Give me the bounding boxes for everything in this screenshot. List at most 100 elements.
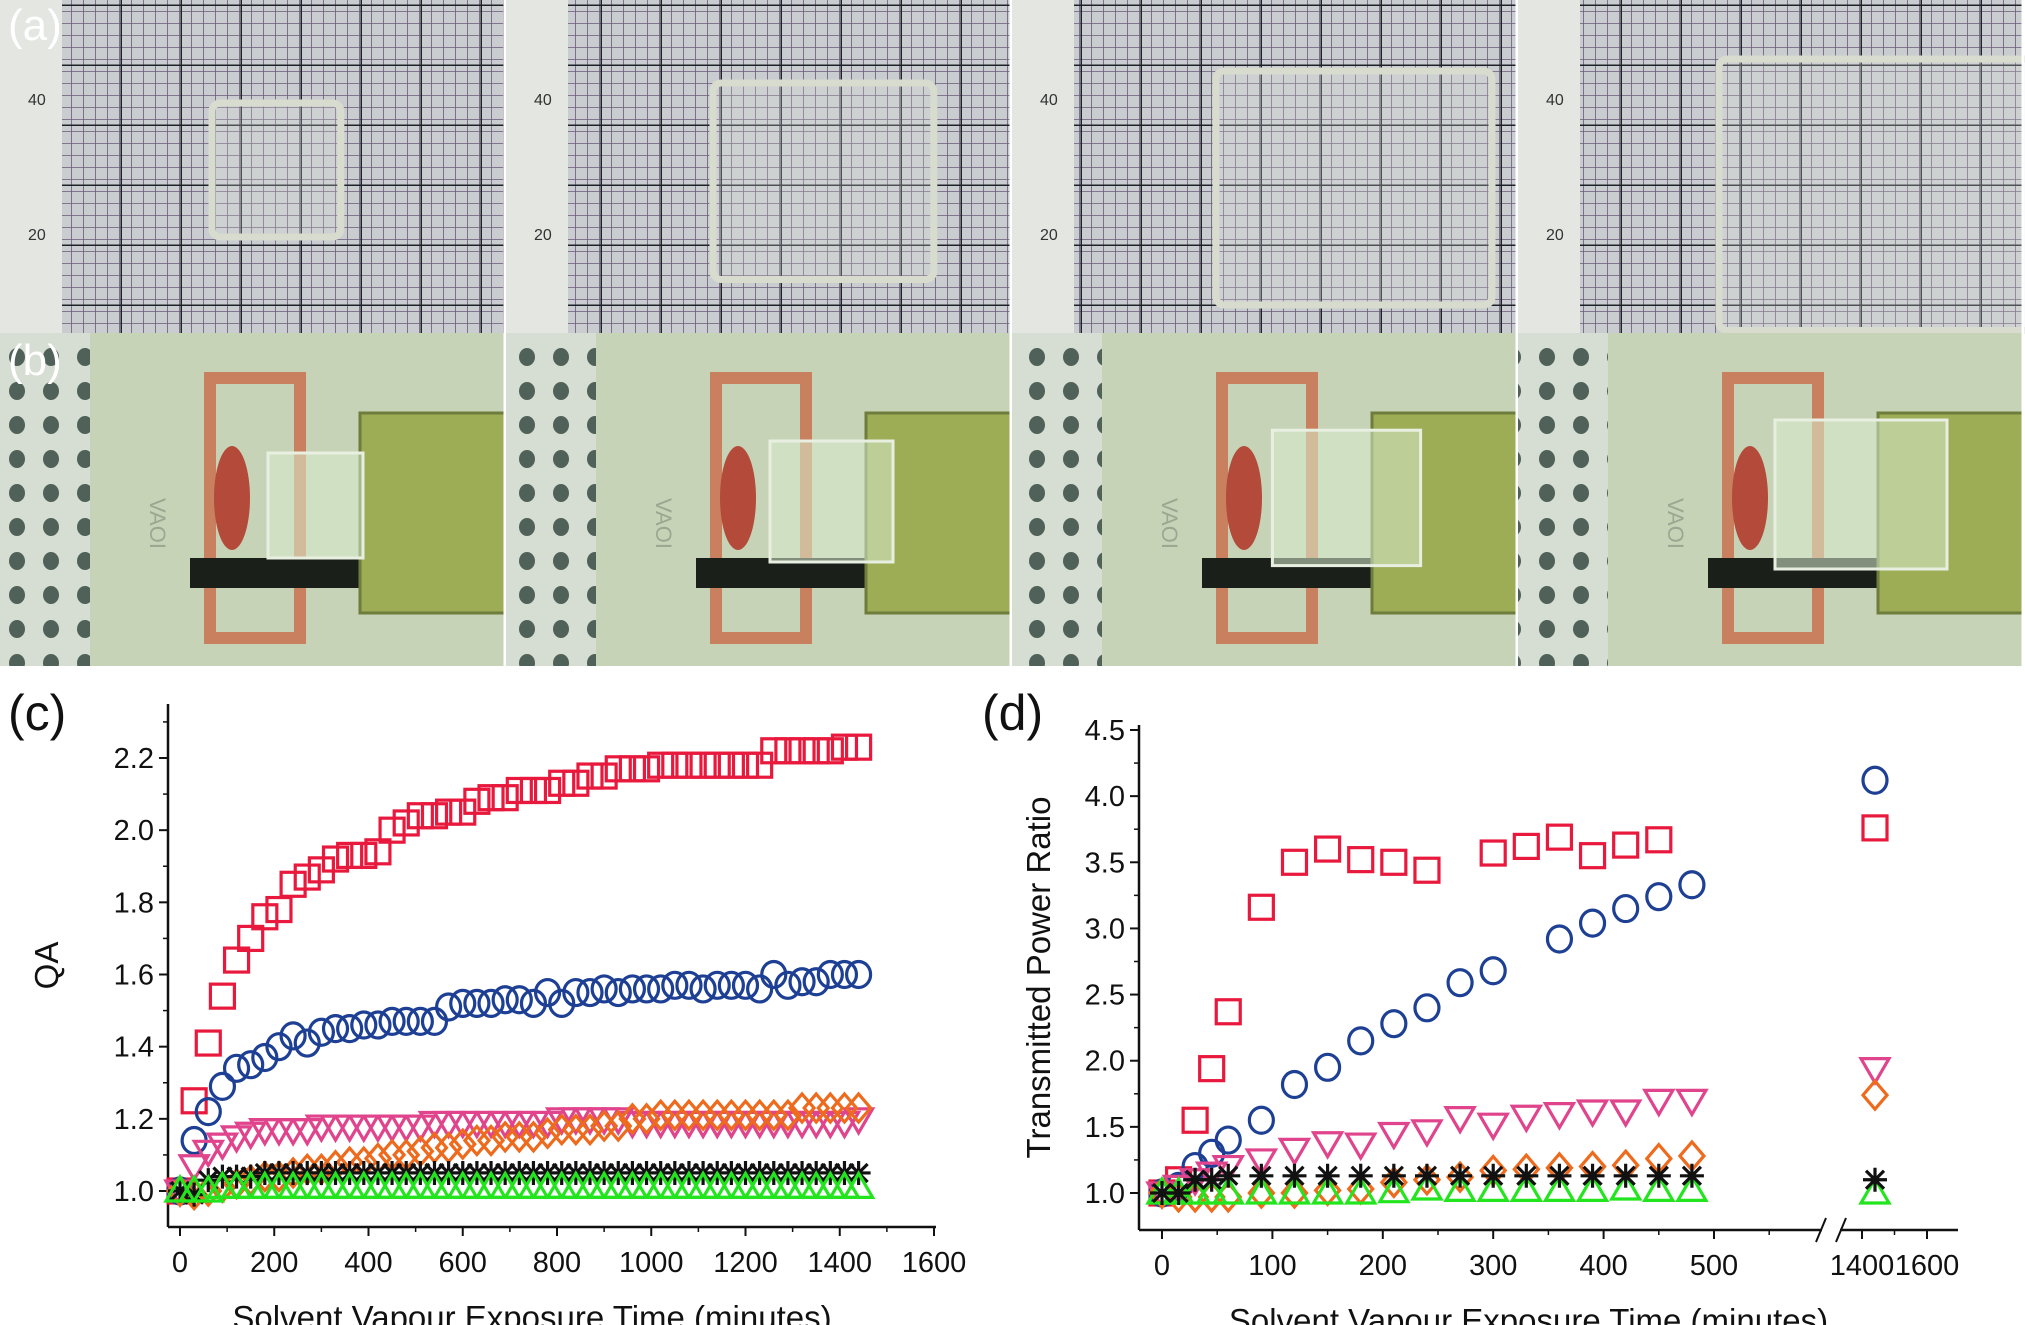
square-marker <box>293 863 321 891</box>
asterisk-marker <box>1315 1163 1340 1188</box>
circle-marker <box>1347 1026 1375 1056</box>
asterisk-marker <box>1679 1163 1704 1188</box>
grid-major <box>1012 0 1518 333</box>
y-tick-label: 4.0 <box>1085 781 1125 813</box>
circle-marker <box>1214 1125 1242 1155</box>
x-tick-label: 200 <box>250 1247 298 1279</box>
square-marker <box>1247 893 1275 921</box>
y-tick-label: 2.5 <box>1085 980 1125 1012</box>
square-marker <box>604 755 632 783</box>
circle-marker <box>774 970 802 1000</box>
board-text: VAOI <box>651 498 676 549</box>
circle-marker <box>632 974 661 1004</box>
asterisk-marker <box>1580 1163 1605 1188</box>
scale-label: 40 <box>1546 92 1564 109</box>
paper-margin <box>506 0 568 333</box>
square-marker <box>463 787 491 815</box>
scale-label: 20 <box>1546 227 1564 244</box>
triangle-up-marker <box>1443 1173 1477 1202</box>
asterisk-marker <box>182 1182 207 1207</box>
scale-label: 20 <box>28 227 46 244</box>
feed-line <box>190 558 360 588</box>
diamond-marker <box>575 1113 605 1147</box>
asterisk-marker <box>1381 1163 1406 1188</box>
square-marker <box>590 762 618 790</box>
circle-marker <box>746 974 774 1004</box>
triangle-down-marker <box>1509 1104 1544 1134</box>
triangle-up-marker <box>1509 1173 1544 1202</box>
asterisk-marker <box>1282 1163 1307 1188</box>
triangle-down-marker <box>262 1118 296 1147</box>
grid-major <box>0 0 506 333</box>
circle-marker <box>307 1017 335 1047</box>
diamond-marker <box>533 1116 562 1150</box>
circle-marker <box>420 1006 449 1037</box>
triangle-up-marker <box>1675 1173 1709 1202</box>
circle-marker <box>717 970 745 1000</box>
chart-d: 0 100 200 300 400 500 1400 1600 1.0 1.5 2.0 2.5 3.0 3… <box>1020 715 1959 1325</box>
asterisk-marker <box>210 1164 235 1189</box>
photo-a-1: 40 20 <box>0 0 507 333</box>
circle-marker <box>675 970 703 1000</box>
asterisk-marker <box>1183 1167 1208 1192</box>
x-tick-label: 1600 <box>1895 1250 1960 1282</box>
triangle-down-marker <box>389 1114 423 1144</box>
square-marker <box>505 776 533 805</box>
panel-label-b: (b) <box>8 336 62 385</box>
connector <box>1226 446 1262 550</box>
circle-marker <box>350 1010 378 1040</box>
triangle-down-marker <box>1443 1105 1477 1135</box>
triangle-down-marker <box>827 1110 862 1140</box>
triangle-up-marker <box>1244 1175 1279 1205</box>
circle-marker <box>661 970 689 1000</box>
triangle-up-marker <box>1642 1173 1676 1202</box>
triangle-up-marker <box>1858 1175 1892 1205</box>
y-tick-label: 2.2 <box>114 743 154 775</box>
triangle-up-marker <box>1575 1173 1610 1202</box>
triangle-up-marker <box>1178 1175 1212 1205</box>
hydrogel-film <box>266 451 365 560</box>
diamond-marker <box>1147 1176 1177 1210</box>
diamond-marker <box>632 1102 661 1136</box>
diamond-marker <box>1379 1165 1408 1199</box>
axis-break-mark <box>1815 1217 1847 1243</box>
square-marker <box>364 838 392 866</box>
x-tick-label: 1400 <box>807 1247 872 1279</box>
diamond-marker <box>448 1127 477 1161</box>
square-marker <box>336 841 364 870</box>
square-marker <box>180 1087 208 1115</box>
diamond-marker <box>519 1120 548 1154</box>
triangle-up-marker <box>841 1170 876 1199</box>
circle-marker <box>647 974 675 1004</box>
circle-marker <box>279 1021 307 1051</box>
circle-marker <box>533 977 562 1008</box>
panel-label-a: (a) <box>8 1 62 50</box>
square-marker <box>533 776 562 805</box>
square-marker <box>675 751 703 779</box>
square-marker <box>279 870 307 898</box>
triangle-up-marker <box>1343 1175 1378 1205</box>
circle-marker <box>830 959 859 990</box>
square-marker <box>802 737 830 765</box>
y-tick-label: 1.0 <box>114 1176 154 1208</box>
circle-marker <box>222 1053 251 1083</box>
square-marker <box>1280 848 1309 876</box>
circle-marker <box>1280 1069 1309 1100</box>
triangle-down-marker <box>1310 1131 1345 1160</box>
triangle-up-marker <box>1476 1173 1510 1202</box>
hydrogel-film <box>1773 418 1949 571</box>
triangle-down-marker <box>332 1114 367 1144</box>
asterisk-marker <box>1646 1163 1671 1188</box>
triangle-down-marker <box>191 1139 226 1169</box>
y-tick-label: 1.4 <box>114 1032 154 1064</box>
square-marker <box>208 982 237 1010</box>
circle-marker <box>321 1014 350 1044</box>
diamond-marker <box>1860 1078 1890 1112</box>
square-marker <box>265 895 293 924</box>
connector <box>214 446 250 550</box>
photo-b-3: VAOI <box>1012 333 1519 666</box>
diamond-marker <box>816 1091 845 1125</box>
scale-label: 20 <box>1040 227 1058 244</box>
circle-marker <box>576 977 604 1008</box>
